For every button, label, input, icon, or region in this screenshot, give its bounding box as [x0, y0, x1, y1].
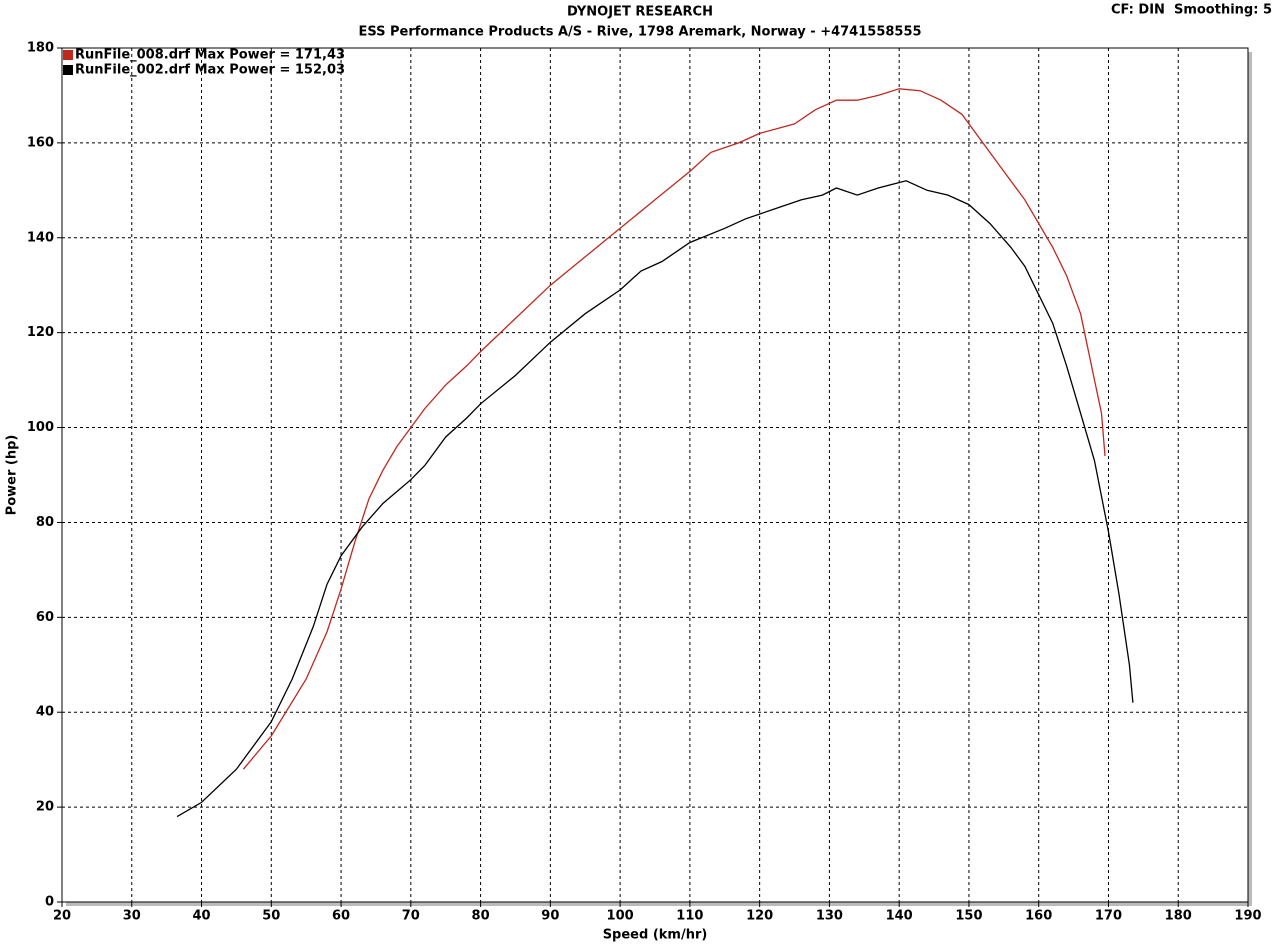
x-tick-label: 120	[746, 909, 773, 924]
x-tick-label: 60	[332, 909, 350, 924]
y-axis-label: Power (hp)	[5, 435, 20, 516]
chart-title: DYNOJET RESEARCH	[567, 5, 713, 20]
chart-subtitle: ESS Performance Products A/S - Rive, 179…	[358, 25, 921, 40]
settings-note: CF: DIN Smoothing: 5	[1111, 3, 1272, 18]
y-tick-label: 60	[36, 610, 54, 625]
legend-label: RunFile_002.drf Max Power = 152,03	[75, 63, 345, 78]
y-tick-label: 120	[27, 325, 54, 340]
x-tick-label: 190	[1234, 909, 1261, 924]
y-tick-label: 0	[45, 895, 54, 910]
x-tick-label: 70	[402, 909, 420, 924]
power-curve	[176, 180, 1134, 818]
y-tick-label: 180	[27, 41, 54, 56]
x-tick-label: 20	[53, 909, 71, 924]
x-tick-label: 170	[1095, 909, 1122, 924]
y-tick-label: 140	[27, 230, 54, 245]
legend-swatch	[63, 50, 73, 60]
x-tick-label: 140	[886, 909, 913, 924]
y-tick-label: 80	[36, 515, 54, 530]
x-tick-label: 30	[123, 909, 141, 924]
x-tick-label: 160	[1025, 909, 1052, 924]
y-tick-label: 160	[27, 135, 54, 150]
x-tick-label: 110	[676, 909, 703, 924]
x-tick-label: 40	[192, 909, 210, 924]
legend-label: RunFile_008.drf Max Power = 171,43	[75, 48, 345, 63]
x-tick-label: 50	[262, 909, 280, 924]
x-tick-label: 150	[955, 909, 982, 924]
x-tick-label: 180	[1165, 909, 1192, 924]
x-tick-label: 80	[472, 909, 490, 924]
power-curve	[242, 88, 1106, 770]
y-tick-label: 40	[36, 705, 54, 720]
x-axis-label: Speed (km/hr)	[603, 928, 708, 943]
x-tick-label: 130	[816, 909, 843, 924]
legend-swatch	[63, 65, 73, 75]
x-tick-label: 100	[607, 909, 634, 924]
plot-frame	[61, 47, 1249, 903]
y-tick-label: 20	[36, 800, 54, 815]
x-tick-label: 90	[541, 909, 559, 924]
y-tick-label: 100	[27, 420, 54, 435]
